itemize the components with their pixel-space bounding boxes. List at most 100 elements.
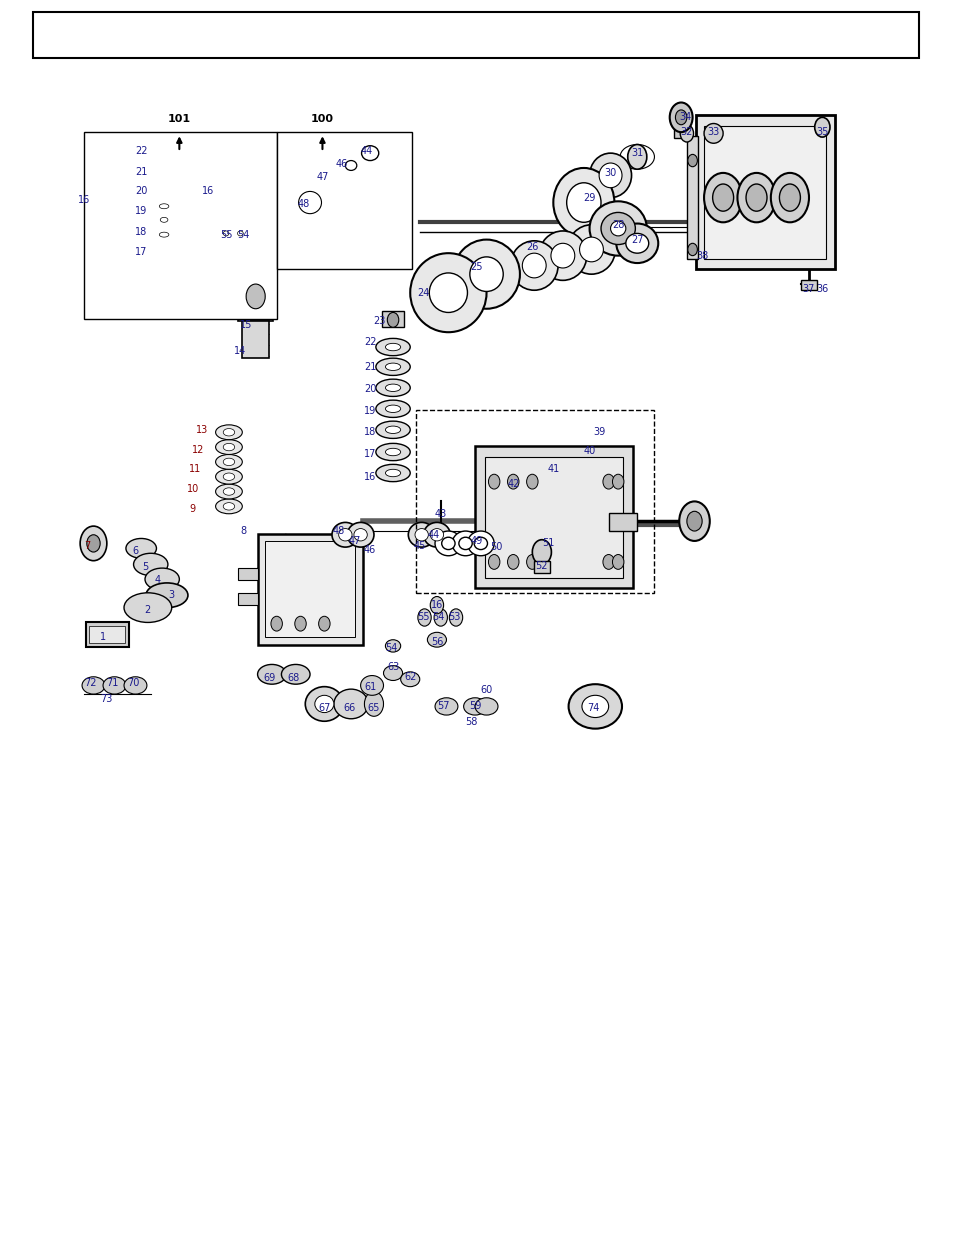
- Circle shape: [627, 144, 646, 169]
- Ellipse shape: [453, 240, 519, 309]
- Text: 11: 11: [190, 464, 201, 474]
- Text: 70: 70: [128, 678, 139, 688]
- Text: 101: 101: [168, 114, 191, 124]
- Ellipse shape: [400, 672, 419, 687]
- Bar: [534, 561, 549, 573]
- Text: 34: 34: [679, 112, 690, 122]
- Ellipse shape: [339, 154, 362, 177]
- Ellipse shape: [334, 689, 368, 719]
- Text: 1: 1: [100, 632, 106, 642]
- Circle shape: [417, 609, 431, 626]
- Ellipse shape: [408, 522, 435, 547]
- Ellipse shape: [385, 363, 400, 370]
- Text: 16: 16: [78, 195, 90, 205]
- Circle shape: [612, 555, 623, 569]
- Ellipse shape: [154, 201, 173, 211]
- Circle shape: [686, 511, 701, 531]
- Bar: [276, 132, 412, 269]
- Ellipse shape: [410, 253, 486, 332]
- Text: 15: 15: [240, 320, 252, 330]
- Text: 25: 25: [470, 262, 483, 272]
- Circle shape: [271, 616, 282, 631]
- Text: 69: 69: [263, 673, 274, 683]
- Text: 56: 56: [431, 637, 442, 647]
- Text: 12: 12: [193, 445, 204, 454]
- Text: 65: 65: [368, 703, 379, 713]
- Ellipse shape: [233, 228, 247, 238]
- Ellipse shape: [215, 454, 242, 469]
- Text: 36: 36: [816, 284, 827, 294]
- Ellipse shape: [385, 343, 400, 351]
- Circle shape: [737, 173, 775, 222]
- Bar: [89, 626, 125, 643]
- Ellipse shape: [215, 469, 242, 484]
- Circle shape: [387, 312, 398, 327]
- Text: 9: 9: [190, 504, 195, 514]
- Bar: [416, 410, 654, 593]
- Text: 57: 57: [436, 701, 450, 711]
- Text: 44: 44: [360, 146, 372, 156]
- Ellipse shape: [375, 443, 410, 461]
- Bar: [703, 126, 825, 259]
- Ellipse shape: [223, 473, 234, 480]
- Ellipse shape: [375, 358, 410, 375]
- Text: 52: 52: [535, 561, 548, 571]
- Ellipse shape: [126, 538, 156, 558]
- Text: 51: 51: [542, 538, 554, 548]
- Circle shape: [80, 526, 107, 561]
- Text: 47: 47: [349, 536, 360, 546]
- Circle shape: [201, 186, 214, 204]
- Text: 42: 42: [507, 479, 518, 489]
- Text: 24: 24: [417, 288, 429, 298]
- Text: 59: 59: [469, 701, 480, 711]
- Ellipse shape: [385, 405, 400, 412]
- Ellipse shape: [589, 153, 631, 198]
- Text: 23: 23: [374, 316, 385, 326]
- Ellipse shape: [385, 469, 400, 477]
- Ellipse shape: [257, 664, 286, 684]
- Circle shape: [612, 474, 623, 489]
- Ellipse shape: [610, 221, 625, 236]
- Bar: [155, 183, 172, 194]
- Ellipse shape: [600, 212, 635, 245]
- Text: 6: 6: [132, 546, 138, 556]
- Text: 5: 5: [142, 562, 148, 572]
- Text: 26: 26: [526, 242, 537, 252]
- Text: 18: 18: [364, 427, 375, 437]
- Ellipse shape: [223, 231, 229, 236]
- Ellipse shape: [703, 124, 722, 143]
- Ellipse shape: [355, 138, 385, 168]
- Ellipse shape: [155, 215, 172, 225]
- Ellipse shape: [474, 537, 487, 550]
- Text: 22: 22: [363, 337, 376, 347]
- Ellipse shape: [347, 522, 374, 547]
- Ellipse shape: [581, 695, 608, 718]
- Ellipse shape: [332, 522, 358, 547]
- Text: 33: 33: [707, 127, 719, 137]
- Ellipse shape: [469, 257, 503, 291]
- Text: 19: 19: [135, 206, 147, 216]
- Text: 63: 63: [387, 662, 398, 672]
- Circle shape: [364, 692, 383, 716]
- Text: 16: 16: [431, 600, 442, 610]
- Ellipse shape: [215, 440, 242, 454]
- Ellipse shape: [566, 183, 600, 222]
- Text: 46: 46: [335, 159, 347, 169]
- Text: 20: 20: [364, 384, 375, 394]
- Circle shape: [669, 103, 692, 132]
- Circle shape: [675, 110, 686, 125]
- Circle shape: [430, 597, 443, 614]
- Text: 32: 32: [680, 127, 692, 137]
- Circle shape: [687, 243, 697, 256]
- Ellipse shape: [223, 488, 234, 495]
- Bar: [686, 136, 698, 259]
- Ellipse shape: [338, 529, 352, 541]
- Ellipse shape: [463, 698, 486, 715]
- Ellipse shape: [146, 583, 188, 608]
- Ellipse shape: [415, 529, 428, 541]
- Text: 58: 58: [465, 718, 476, 727]
- Circle shape: [507, 555, 518, 569]
- Text: 30: 30: [604, 168, 616, 178]
- Text: 73: 73: [101, 694, 112, 704]
- Text: 62: 62: [404, 672, 416, 682]
